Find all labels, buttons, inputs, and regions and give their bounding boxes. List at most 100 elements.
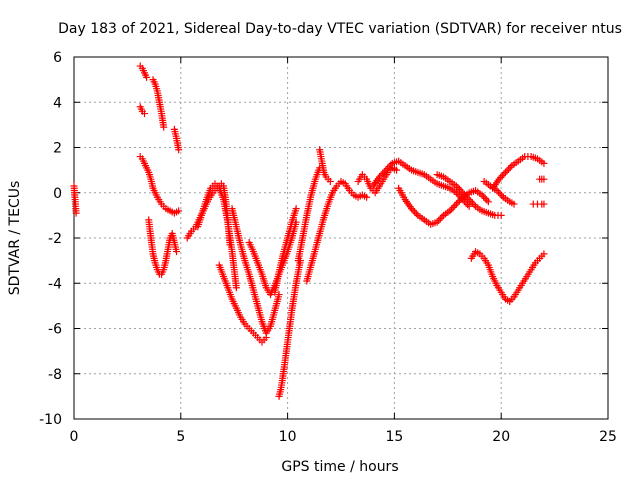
data-point: [383, 164, 391, 172]
x-tick-label: 20: [492, 429, 510, 445]
chart-title: Day 183 of 2021, Sidereal Day-to-day VTE…: [58, 21, 622, 37]
data-point: [393, 166, 401, 174]
y-tick-label: 0: [53, 186, 62, 202]
y-axis: -10 -8 -6 -4 -2 0 2 4 6: [39, 50, 608, 428]
series-arc-18: [354, 164, 401, 197]
data-point: [375, 173, 383, 181]
series-arc-5: [145, 216, 181, 278]
data-point: [540, 250, 548, 258]
data-point: [540, 159, 548, 167]
data-point: [379, 170, 387, 178]
data-point: [363, 193, 371, 201]
data-point: [292, 205, 300, 213]
data-point: [497, 211, 505, 219]
data-point: [510, 200, 518, 208]
data-point: [464, 201, 472, 209]
series-arc-9: [194, 180, 240, 292]
x-tick-label: 25: [599, 429, 617, 445]
y-tick-label: -6: [48, 322, 62, 338]
series-arc-17: [316, 146, 334, 185]
data-point: [380, 168, 388, 176]
data-point: [456, 185, 464, 193]
data-point: [495, 188, 503, 196]
data-point: [462, 192, 470, 200]
series-arc-10: [215, 261, 270, 346]
data-point: [173, 248, 181, 256]
data-point: [460, 190, 468, 198]
series-arc-25: [480, 177, 518, 208]
data-point: [540, 175, 548, 183]
data-point: [464, 194, 472, 202]
data-point: [456, 197, 464, 205]
x-tick-label: 15: [385, 429, 403, 445]
data-point: [175, 207, 183, 215]
data-point: [326, 177, 334, 185]
data-point: [459, 189, 467, 197]
data-point: [454, 198, 462, 206]
y-tick-label: -4: [48, 276, 62, 292]
series-arc-7: [170, 125, 183, 154]
x-tick-label: 0: [70, 429, 79, 445]
data-point: [503, 167, 511, 175]
data-point: [462, 199, 470, 207]
data-point: [436, 215, 444, 223]
series-arc-1: [70, 182, 80, 217]
series-arc-6: [149, 76, 168, 131]
y-tick-label: -10: [39, 412, 62, 428]
data-point: [452, 189, 460, 197]
data-point: [457, 187, 465, 195]
data-point: [454, 190, 462, 198]
data-point: [412, 210, 420, 218]
x-tick-label: 10: [279, 429, 297, 445]
data-point: [275, 291, 283, 299]
y-tick-label: -8: [48, 367, 62, 383]
data-point: [495, 175, 503, 183]
series-arc-4: [136, 153, 183, 217]
data-point: [506, 163, 514, 171]
series-arc-2: [136, 62, 151, 81]
data-point: [500, 170, 508, 178]
data-point: [411, 208, 419, 216]
series-arc-19: [369, 157, 473, 210]
y-tick-label: -2: [48, 231, 62, 247]
data-point: [448, 205, 456, 213]
series-arc-26: [529, 200, 548, 208]
data-point: [140, 110, 148, 118]
data-point: [409, 206, 417, 214]
y-axis-label: SDTVAR / TECUs: [7, 181, 23, 296]
data-point: [484, 198, 492, 206]
data-point: [468, 199, 476, 207]
data-point: [72, 209, 80, 217]
x-axis: 0 5 10 15 20 25: [70, 57, 617, 445]
data-point: [454, 184, 462, 192]
data-point: [496, 190, 504, 198]
data-point: [377, 171, 385, 179]
y-tick-label: 2: [53, 141, 62, 157]
series-arc-11: [228, 205, 283, 337]
data-point: [493, 186, 501, 194]
data-point: [449, 203, 457, 211]
series-arc-23: [506, 250, 548, 305]
data-point: [232, 284, 240, 292]
data-point: [498, 172, 506, 180]
data-point: [385, 163, 393, 171]
data-point: [433, 218, 441, 226]
data-point: [505, 165, 513, 173]
x-axis-label: GPS time / hours: [281, 459, 398, 475]
data-point: [480, 193, 488, 201]
data-point: [481, 194, 489, 202]
y-tick-label: 6: [53, 50, 62, 66]
data-point: [446, 207, 454, 215]
y-tick-label: 4: [53, 95, 62, 111]
data-point: [483, 196, 491, 204]
data-series: [70, 62, 548, 400]
data-point: [465, 196, 473, 204]
series-arc-14: [271, 205, 300, 296]
data-point: [478, 191, 486, 199]
data-point: [160, 123, 168, 131]
x-tick-label: 5: [176, 429, 185, 445]
data-point: [438, 213, 446, 221]
data-point: [498, 192, 506, 200]
data-point: [501, 168, 509, 176]
